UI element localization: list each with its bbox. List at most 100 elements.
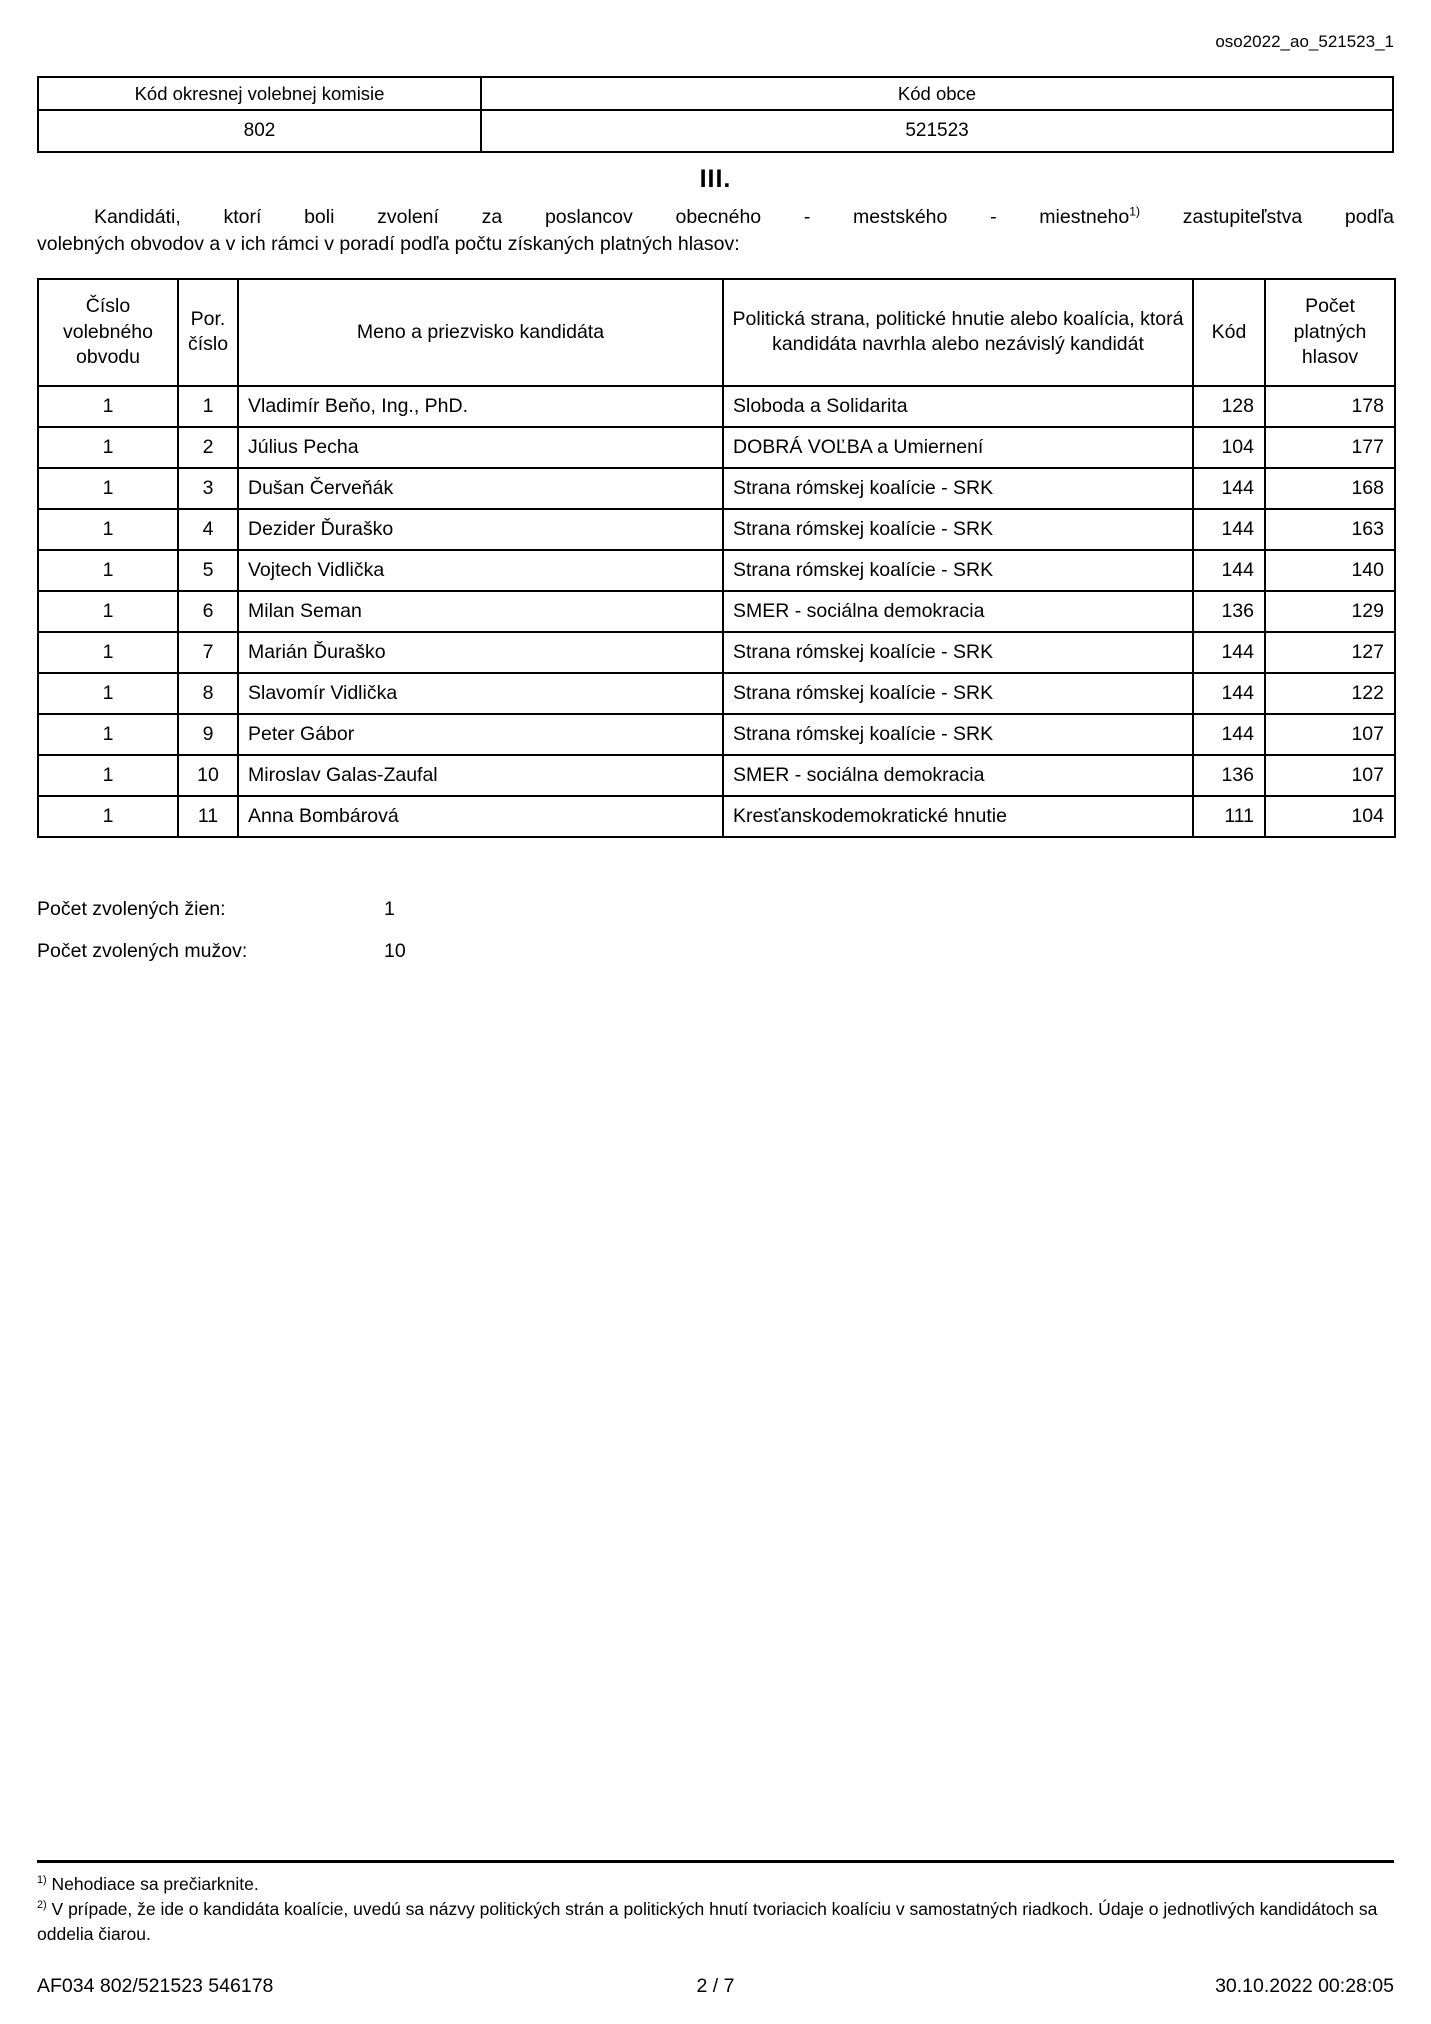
cell-valid-votes: 127 [1264, 630, 1396, 674]
cell-code: 144 [1192, 507, 1266, 551]
cell-valid-votes: 177 [1264, 425, 1396, 469]
cell-order-number: 6 [177, 589, 239, 633]
cell-valid-votes: 168 [1264, 466, 1396, 510]
section-heading: III. [699, 165, 732, 193]
cell-district-number: 1 [37, 589, 179, 633]
cell-party: Sloboda a Solidarita [722, 384, 1194, 428]
cell-valid-votes: 104 [1264, 794, 1396, 838]
header-district-number: Číslo volebného obvodu [37, 278, 179, 387]
cell-candidate-name: Július Pecha [237, 425, 724, 469]
cell-code: 144 [1192, 630, 1266, 674]
cell-district-number: 1 [37, 630, 179, 674]
table-row: 1 10 Miroslav Galas-Zaufal SMER - sociál… [37, 753, 1396, 797]
summary-women-row: Počet zvolených žien: 1 [37, 898, 1394, 921]
cell-valid-votes: 107 [1264, 712, 1396, 756]
cell-code: 136 [1192, 753, 1266, 797]
header-party: Politická strana, politické hnutie alebo… [722, 278, 1194, 387]
cell-valid-votes: 107 [1264, 753, 1396, 797]
code-table-header-row: Kód okresnej volebnej komisie Kód obce [36, 76, 1394, 111]
cell-district-number: 1 [37, 712, 179, 756]
intro-line1-tail: zastupiteľstva podľa [1182, 206, 1394, 228]
cell-order-number: 7 [177, 630, 239, 674]
summary-block: Počet zvolených žien: 1 Počet zvolených … [37, 898, 1394, 982]
cell-code: 144 [1192, 466, 1266, 510]
cell-order-number: 11 [177, 794, 239, 838]
cell-district-number: 1 [37, 384, 179, 428]
cell-order-number: 10 [177, 753, 239, 797]
cell-party: Kresťanskodemokratické hnutie [722, 794, 1194, 838]
cell-order-number: 1 [177, 384, 239, 428]
intro-paragraph: Kandidáti, ktorí boli zvolení za poslanc… [37, 204, 1394, 258]
cell-candidate-name: Dušan Červeňák [237, 466, 724, 510]
cell-candidate-name: Dezider Ďuraško [237, 507, 724, 551]
cell-code: 136 [1192, 589, 1266, 633]
cell-party: SMER - sociálna demokracia [722, 589, 1194, 633]
header-valid-votes: Počet platných hlasov [1264, 278, 1396, 387]
summary-men-label: Počet zvolených mužov: [37, 939, 248, 962]
cell-party: Strana rómskej koalície - SRK [722, 548, 1194, 592]
cell-district-number: 1 [37, 507, 179, 551]
code-table-value-row: 802 521523 [36, 109, 1394, 153]
document-reference: oso2022_ao_521523_1 [1215, 32, 1394, 51]
cell-party: Strana rómskej koalície - SRK [722, 671, 1194, 715]
cell-order-number: 2 [177, 425, 239, 469]
code-table: Kód okresnej volebnej komisie Kód obce 8… [36, 76, 1394, 153]
cell-order-number: 8 [177, 671, 239, 715]
blank-space [37, 982, 1394, 1861]
cell-party: Strana rómskej koalície - SRK [722, 507, 1194, 551]
results-table-header-row: Číslo volebného obvodu Por. číslo Meno a… [37, 278, 1396, 387]
code-table-header-district: Kód okresnej volebnej komisie [36, 76, 483, 111]
cell-party: Strana rómskej koalície - SRK [722, 712, 1194, 756]
cell-district-number: 1 [37, 794, 179, 838]
summary-men-row: Počet zvolených mužov: 10 [37, 940, 1394, 963]
cell-district-number: 1 [37, 671, 179, 715]
cell-code: 144 [1192, 712, 1266, 756]
footer-page-number: 2 / 7 [696, 1975, 735, 1997]
cell-valid-votes: 163 [1264, 507, 1396, 551]
cell-code: 144 [1192, 548, 1266, 592]
cell-candidate-name: Anna Bombárová [237, 794, 724, 838]
cell-order-number: 9 [177, 712, 239, 756]
cell-order-number: 4 [177, 507, 239, 551]
cell-candidate-name: Miroslav Galas-Zaufal [237, 753, 724, 797]
cell-district-number: 1 [37, 466, 179, 510]
cell-district-number: 1 [37, 548, 179, 592]
summary-men-value: 10 [384, 939, 406, 962]
intro-line1-text: Kandidáti, ktorí boli zvolení za poslanc… [94, 206, 1130, 228]
table-row: 1 3 Dušan Červeňák Strana rómskej koalíc… [37, 466, 1396, 510]
cell-valid-votes: 178 [1264, 384, 1396, 428]
cell-code: 144 [1192, 671, 1266, 715]
cell-candidate-name: Milan Seman [237, 589, 724, 633]
cell-order-number: 5 [177, 548, 239, 592]
header-code: Kód [1192, 278, 1266, 387]
footnote-2-marker: 2) [37, 1899, 47, 1912]
table-row: 1 11 Anna Bombárová Kresťanskodemokratic… [37, 794, 1396, 838]
cell-order-number: 3 [177, 466, 239, 510]
results-table: Číslo volebného obvodu Por. číslo Meno a… [37, 278, 1396, 838]
footnotes-section: 1) Nehodiace sa prečiarknite. 2) V prípa… [37, 1860, 1394, 1947]
cell-code: 128 [1192, 384, 1266, 428]
footnote-2: 2) V prípade, že ide o kandidáta koalíci… [37, 1897, 1394, 1947]
cell-valid-votes: 140 [1264, 548, 1396, 592]
code-table-value-district: 802 [36, 109, 483, 153]
table-row: 1 2 Július Pecha DOBRÁ VOĽBA a Umiernení… [37, 425, 1396, 469]
results-table-body: 1 1 Vladimír Beňo, Ing., PhD. Sloboda a … [37, 384, 1396, 838]
cell-district-number: 1 [37, 753, 179, 797]
cell-candidate-name: Marián Ďuraško [237, 630, 724, 674]
summary-women-value: 1 [384, 897, 395, 920]
cell-party: Strana rómskej koalície - SRK [722, 630, 1194, 674]
intro-line-2: volebných obvodov a v ich rámci v poradí… [37, 233, 740, 255]
code-table-value-municipality: 521523 [480, 109, 1394, 153]
cell-party: Strana rómskej koalície - SRK [722, 466, 1194, 510]
cell-district-number: 1 [37, 425, 179, 469]
table-row: 1 4 Dezider Ďuraško Strana rómskej koalí… [37, 507, 1396, 551]
table-row: 1 6 Milan Seman SMER - sociálna demokrac… [37, 589, 1396, 633]
page-footer: AF034 802/521523 546178 2 / 7 30.10.2022… [37, 1975, 1394, 1998]
cell-valid-votes: 122 [1264, 671, 1396, 715]
footer-timestamp: 30.10.2022 00:28:05 [1215, 1975, 1394, 1997]
footnote-1-text: Nehodiace sa prečiarknite. [51, 1874, 259, 1894]
table-row: 1 8 Slavomír Vidlička Strana rómskej koa… [37, 671, 1396, 715]
summary-women-label: Počet zvolených žien: [37, 897, 226, 920]
footnote-1-marker: 1) [37, 1874, 47, 1887]
